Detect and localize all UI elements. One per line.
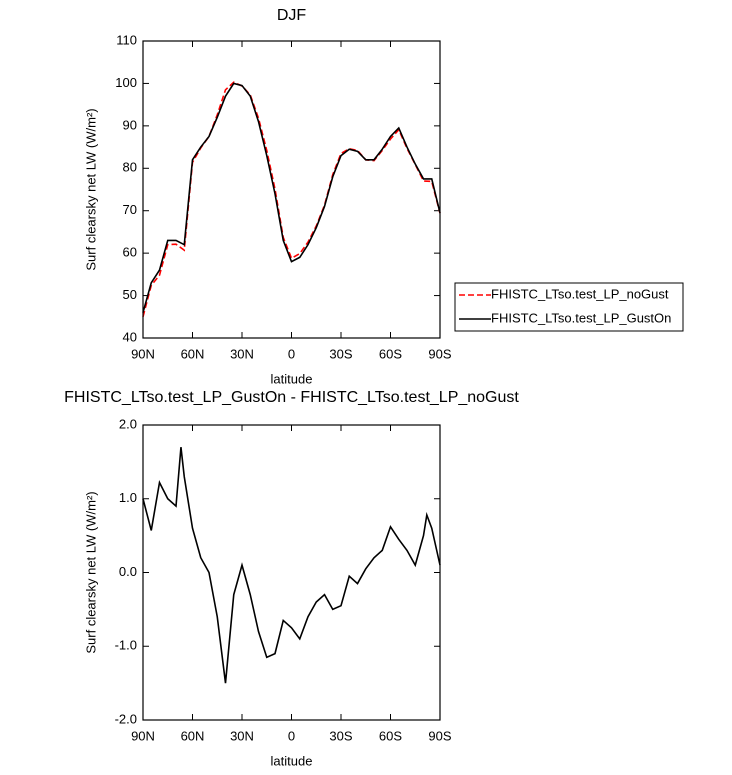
data-line <box>142 82 441 313</box>
y-axis-label: Surf clearsky net LW (W/m²) <box>83 491 98 653</box>
x-tick-label: 30N <box>230 728 254 743</box>
y-tick-label: 60 <box>123 245 137 260</box>
x-tick-label: 60S <box>379 728 402 743</box>
legend-box <box>454 282 684 332</box>
y-tick-label: 110 <box>116 32 137 47</box>
y-tick-label: 40 <box>123 329 137 344</box>
y-tick-label: 2.0 <box>119 416 137 431</box>
chart-title: DJF <box>277 7 307 24</box>
x-axis-label: latitude <box>271 753 313 768</box>
x-tick-label: 30S <box>329 346 352 361</box>
x-tick-label: 90N <box>131 346 155 361</box>
x-tick-label: 0 <box>288 346 295 361</box>
x-tick-label: 90N <box>131 728 155 743</box>
x-tick-label: 90S <box>428 346 451 361</box>
x-tick-label: 60S <box>379 346 402 361</box>
x-tick-label: 60N <box>181 346 205 361</box>
x-tick-label: 60N <box>181 728 205 743</box>
plot-frame <box>142 40 441 339</box>
y-tick-label: 70 <box>123 202 137 217</box>
legend-label: FHISTC_LTso.test_LP_GustOn <box>491 310 671 325</box>
y-tick-label: 90 <box>123 117 137 132</box>
data-line <box>142 447 441 684</box>
y-tick-label: 100 <box>115 75 137 90</box>
y-tick-label: 0.0 <box>119 564 137 579</box>
chart-title: FHISTC_LTso.test_LP_GustOn - FHISTC_LTso… <box>64 389 519 406</box>
y-axis-label: Surf clearsky net LW (W/m²) <box>83 108 98 270</box>
y-tick-label: 50 <box>123 287 137 302</box>
x-axis-label: latitude <box>271 371 313 386</box>
x-tick-label: 90S <box>428 728 451 743</box>
x-tick-label: 30N <box>230 346 254 361</box>
x-tick-label: 30S <box>329 728 352 743</box>
y-tick-label: -2.0 <box>115 711 137 726</box>
y-tick-label: 80 <box>123 160 137 175</box>
data-line <box>142 81 441 317</box>
x-tick-label: 0 <box>288 728 295 743</box>
legend-label: FHISTC_LTso.test_LP_noGust <box>491 286 669 301</box>
plot-frame <box>142 424 441 721</box>
y-tick-label: 1.0 <box>119 490 137 505</box>
y-tick-label: -1.0 <box>115 638 137 653</box>
